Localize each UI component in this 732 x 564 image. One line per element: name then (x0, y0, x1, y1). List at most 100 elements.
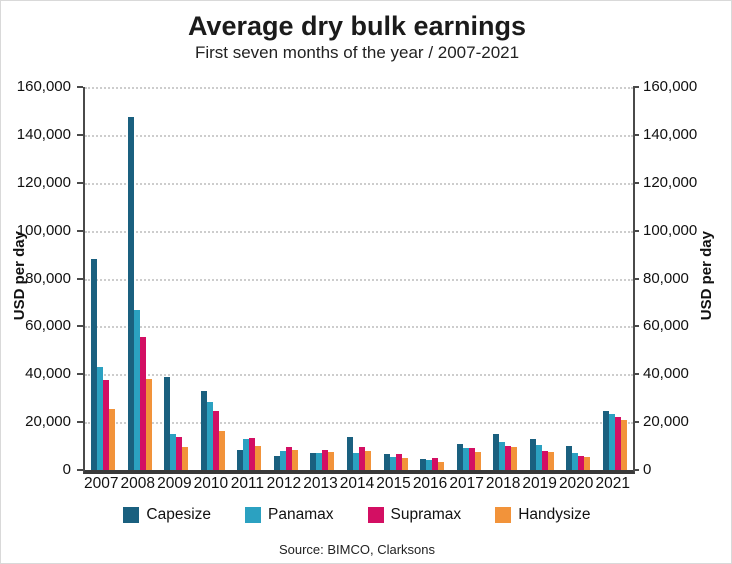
bar-supramax-2020 (578, 455, 585, 470)
y-tick-mark (77, 469, 83, 471)
legend-label-capesize: Capesize (146, 506, 212, 523)
y-tick-label-right: 100,000 (643, 221, 698, 239)
bar-handysize-2020 (584, 456, 591, 470)
y-tick-label-right: 40,000 (643, 365, 689, 383)
bar-panamax-2011 (243, 438, 250, 470)
bar-group-2020 (560, 87, 597, 470)
bar-panamax-2019 (535, 444, 542, 470)
y-tick-mark (77, 277, 83, 280)
bar-panamax-2009 (170, 434, 177, 470)
bar-capesize-2013 (310, 453, 317, 470)
bar-handysize-2007 (109, 408, 116, 470)
legend-item-handysize: Handysize (495, 506, 591, 524)
bar-handysize-2019 (547, 452, 554, 470)
y-tick-label-right: 20,000 (643, 413, 689, 431)
bar-group-2007 (85, 87, 122, 470)
gridline (85, 182, 633, 185)
x-tick-label-2012: 2012 (266, 475, 302, 492)
x-tick-label-2008: 2008 (120, 475, 156, 492)
bar-group-2009 (158, 87, 195, 470)
y-tick-label-right: 60,000 (643, 317, 689, 335)
legend-swatch-panamax (245, 507, 262, 523)
y-tick-mark (77, 421, 83, 424)
legend-label-supramax: Supramax (390, 506, 462, 523)
bar-group-2015 (377, 87, 414, 470)
legend-item-capesize: Capesize (123, 506, 211, 524)
y-tick-mark (633, 181, 639, 184)
chart-subtitle: First seven months of the year / 2007-20… (194, 43, 520, 62)
bar-group-2008 (122, 87, 159, 470)
bar-handysize-2018 (511, 447, 518, 470)
x-tick-label-2016: 2016 (412, 475, 448, 492)
bar-panamax-2007 (97, 367, 104, 470)
bar-capesize-2020 (566, 446, 573, 470)
legend-swatch-capesize (123, 507, 140, 523)
bar-capesize-2010 (200, 391, 207, 470)
y-tick-label-right: 80,000 (643, 269, 689, 287)
y-tick-label-right: 160,000 (643, 78, 698, 95)
bar-group-2018 (487, 87, 524, 470)
bar-capesize-2021 (602, 411, 609, 470)
bar-supramax-2021 (614, 417, 621, 470)
x-tick-label-2020: 2020 (558, 475, 594, 492)
y-tick-mark (633, 421, 639, 424)
x-tick-label-2009: 2009 (157, 475, 192, 492)
legend-item-panamax: Panamax (245, 506, 334, 524)
bar-supramax-2011 (249, 437, 256, 470)
y-tick-label-left: 140,000 (16, 125, 71, 143)
x-tick-label-2019: 2019 (522, 475, 557, 492)
legend: Capesize Panamax Supramax Handysize (1, 506, 713, 524)
x-tick-label-2014: 2014 (339, 475, 375, 492)
bar-group-2014 (341, 87, 378, 470)
bar-capesize-2008 (127, 116, 134, 470)
y-tick-label-left: 20,000 (25, 413, 71, 431)
bar-capesize-2017 (456, 443, 463, 470)
bar-supramax-2012 (285, 447, 292, 470)
x-tick-label-2011: 2011 (230, 475, 265, 492)
chart-title: Average dry bulk earnings (187, 11, 527, 41)
bar-handysize-2010 (218, 430, 225, 470)
y-tick-mark (77, 86, 83, 88)
x-tick-label-2017: 2017 (449, 475, 484, 492)
y-tick-mark (633, 133, 639, 136)
source-caption: Source: BIMCO, Clarksons (278, 542, 436, 557)
bar-capesize-2011 (237, 449, 244, 470)
bar-supramax-2014 (358, 447, 365, 470)
bar-capesize-2016 (420, 459, 427, 470)
y-tick-label-right: 120,000 (643, 173, 698, 191)
gridline (85, 422, 633, 425)
bar-supramax-2017 (468, 448, 475, 470)
y-tick-mark (633, 373, 639, 376)
bar-supramax-2013 (322, 449, 329, 470)
bar-capesize-2012 (273, 455, 280, 470)
y-axis-title-right: USD per day (698, 231, 715, 321)
bar-panamax-2021 (608, 413, 615, 470)
legend-label-handysize: Handysize (518, 506, 591, 523)
bar-group-2021 (596, 87, 633, 470)
gridline (85, 134, 633, 137)
bar-handysize-2014 (364, 450, 371, 470)
bar-panamax-2012 (279, 450, 286, 470)
bar-handysize-2009 (182, 447, 189, 470)
y-tick-label-left: 100,000 (16, 221, 71, 239)
y-tick-label-right: 0 (643, 461, 652, 478)
y-tick-label-left: 160,000 (16, 78, 71, 95)
bar-group-2013 (304, 87, 341, 470)
bar-supramax-2016 (432, 458, 439, 470)
bar-group-2012 (268, 87, 305, 470)
y-tick-label-right: 140,000 (643, 125, 698, 143)
bar-panamax-2013 (316, 453, 323, 470)
bar-panamax-2008 (133, 309, 140, 470)
bar-group-2011 (231, 87, 268, 470)
y-tick-mark (77, 133, 83, 136)
bar-handysize-2013 (328, 452, 335, 470)
bar-handysize-2017 (474, 452, 481, 470)
bar-handysize-2016 (438, 461, 445, 470)
legend-swatch-handysize (495, 507, 512, 523)
bar-capesize-2007 (91, 259, 98, 470)
bar-capesize-2018 (493, 434, 500, 470)
legend-label-panamax: Panamax (268, 506, 334, 523)
x-tick-label-2010: 2010 (193, 475, 229, 492)
bar-handysize-2012 (291, 449, 298, 470)
y-tick-mark (633, 469, 639, 471)
